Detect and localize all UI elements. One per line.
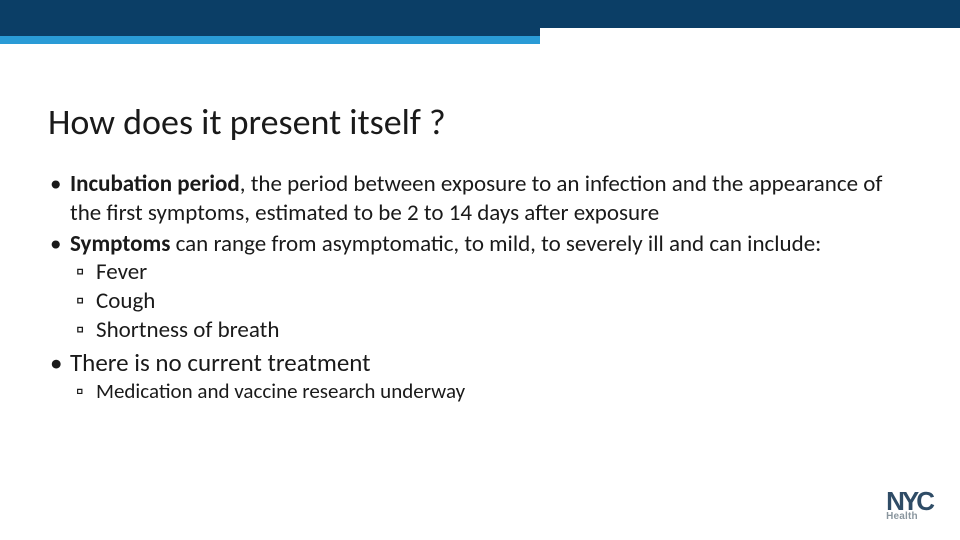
logo-nyc-text: NYC — [886, 490, 932, 513]
sub-bullet-list: Medication and vaccine research underway — [70, 378, 918, 404]
bullet-item: There is no current treatmentMedication … — [70, 347, 918, 405]
bullet-item: Symptoms can range from asymptomatic, to… — [70, 230, 918, 345]
bullet-text: There is no current treatment — [70, 347, 371, 378]
bullet-text: Incubation period, the period between ex… — [70, 170, 882, 227]
slide-body: Incubation period, the period between ex… — [48, 170, 918, 406]
sub-bullet-list: FeverCoughShortness of breath — [70, 258, 918, 344]
sub-bullet-item: Medication and vaccine research underway — [96, 378, 918, 404]
sub-bullet-item: Cough — [96, 287, 918, 316]
bullet-item: Incubation period, the period between ex… — [70, 170, 918, 228]
bullet-text: Symptoms can range from asymptomatic, to… — [70, 230, 821, 258]
sub-bullet-item: Shortness of breath — [96, 316, 918, 345]
slide-title: How does it present itself ? — [48, 100, 446, 144]
nyc-health-logo: NYC Health — [886, 490, 932, 522]
sub-bullet-item: Fever — [96, 258, 918, 287]
header-band-cut — [540, 28, 960, 48]
